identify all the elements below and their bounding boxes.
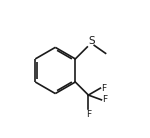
Text: F: F (86, 111, 91, 120)
Text: F: F (101, 84, 106, 93)
Text: F: F (102, 95, 107, 104)
Text: S: S (88, 36, 95, 46)
